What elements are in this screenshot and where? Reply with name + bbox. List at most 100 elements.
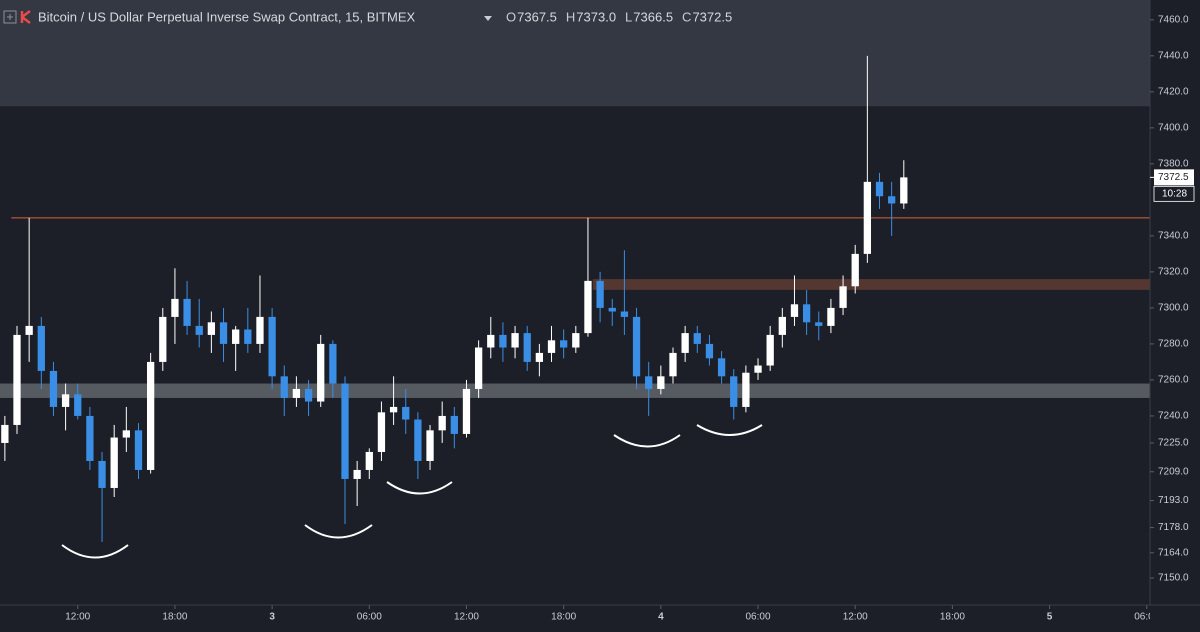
candle-body [499,334,507,348]
candle-body [232,329,240,344]
x-tick-label: 06:00 [746,612,771,623]
candle-body [584,280,592,334]
candle-body [49,370,58,407]
candle-body [377,412,386,452]
candle-body [122,430,130,438]
price-label-box [1154,169,1194,186]
y-tick-label: 7225.0 [1158,438,1189,449]
countdown-box [1153,185,1195,202]
y-tick-label: 7240.0 [1158,411,1189,422]
candle-body [730,376,738,407]
candle-body [110,437,118,488]
candle-body [74,394,82,416]
candle-body [888,196,896,204]
candle-body [523,333,531,362]
ohlc-letter: H [566,9,575,24]
candle-body [863,181,872,254]
candle-body [815,322,823,326]
candle-body [754,365,762,373]
arc [696,424,763,436]
x-tick-label: 18:00 [551,612,576,623]
candle-body [61,394,70,407]
candle-body [766,334,774,366]
arc [386,481,453,495]
candle-body [438,415,446,431]
ohlc-value: 7366.5 [633,9,673,24]
candle-body [900,177,908,204]
exchange-logo [20,10,31,24]
candle-body [450,415,458,434]
y-tick-label: 7320.0 [1158,267,1189,278]
candle-body [620,311,629,317]
candle-body [681,333,689,353]
candle-body [341,383,349,479]
candle-body [402,406,410,420]
dropdown-arrow[interactable] [484,16,492,21]
x-tick-label: 12:00 [454,612,479,623]
candle-body [195,325,203,335]
candle-body [875,181,884,197]
candle-body [317,343,325,402]
y-tick-label: 7178.0 [1158,522,1189,533]
y-tick-label: 7420.0 [1158,86,1189,97]
zone [592,279,1150,290]
candle-body [244,329,252,344]
y-tick-label: 7193.0 [1158,495,1189,506]
candle-body [572,333,580,348]
axes: 7460.0 7440.0 7420.0 7400.0 7380.0 7340.0 7320… [1150,14,1195,584]
countdown: 10:28 [1162,188,1187,199]
y-tick-label: 7164.0 [1158,547,1189,558]
price-label: 7372.5 [1158,172,1189,183]
candle-body [511,333,519,348]
candle-body [353,469,361,479]
x-tick-label: 12:00 [843,612,868,623]
candle-body [705,343,714,359]
candle-body [329,343,337,384]
arc [613,434,681,448]
arc [304,524,373,539]
ohlc-letter: L [625,9,632,24]
candle-body [645,376,653,389]
price-axis [1150,0,1200,632]
candle-body [851,253,859,287]
candle-body [365,451,373,470]
y-tick-label: 7150.0 [1158,573,1189,584]
expand-icon-plus [7,14,13,20]
expand-icon[interactable] [3,10,17,24]
candle-body [414,419,422,461]
candle-body [608,307,616,312]
x-tick-label: 3 [269,612,275,623]
candle-body [304,388,313,402]
candle-body [268,316,276,377]
chart-title[interactable]: Bitcoin / US Dollar Perpetual Inverse Sw… [38,9,415,24]
candle-body [146,361,155,470]
candle-body [693,333,701,344]
ohlc-legend: O 7367.5 H 7373.0 L 7366.5 C 7372.5 [506,9,732,24]
candle-body [632,316,641,377]
zone [0,383,1150,398]
candle-body [827,307,835,326]
candle-body [669,352,677,377]
candle-body [778,316,786,335]
x-tick-label: 12:00 [65,612,90,623]
ohlc-value: 7373.0 [576,9,616,24]
candle-body [292,388,301,398]
y-tick-label: 7280.0 [1158,339,1189,350]
candle-body [134,430,143,470]
candle-body [474,347,483,389]
candle-body [1,424,9,443]
y-tick-label: 7460.0 [1158,14,1189,25]
candle-body [86,415,94,461]
candle-body [98,460,106,488]
annotations [61,424,763,559]
candle-body [596,280,604,308]
ohlc-letter: C [682,9,691,24]
ohlc-value: 7372.5 [692,9,732,24]
candle-body [535,352,544,362]
candle-body [159,316,167,362]
y-tick-label: 7400.0 [1158,122,1189,133]
x-tick-label: 06:00 [357,612,382,623]
candle-body [742,372,750,407]
candle-body [560,340,568,348]
